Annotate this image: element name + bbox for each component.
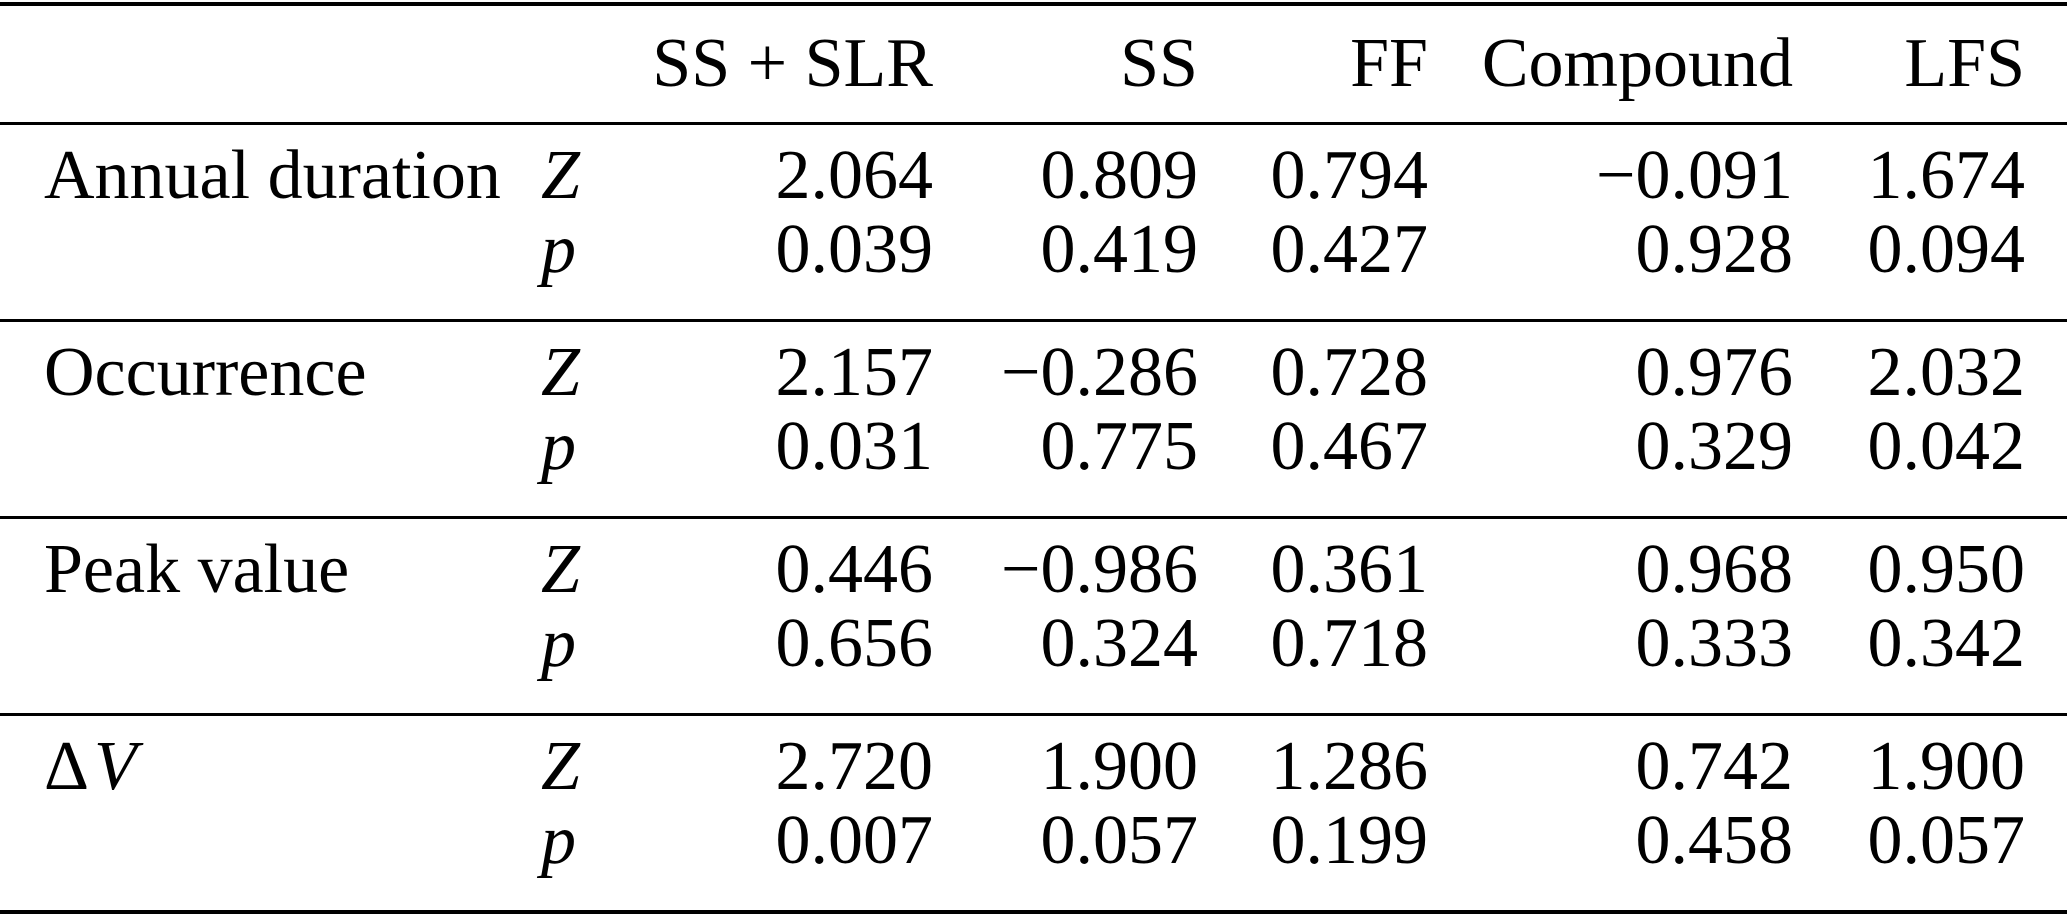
value-cell: 0.968 [1635,531,1794,608]
value-cell: 0.976 [1635,334,1794,411]
table-section: Annual duration Z 2.064 0.809 0.794 −0.091 1.6… [0,124,2067,321]
value-cell: 0.094 [1867,211,2026,288]
header-row: SS + SLR SS FF Compound LFS [0,4,2067,124]
value-cell: 0.057 [1867,802,2026,879]
value-cell: 0.794 [1270,137,1429,214]
value-cell: 0.342 [1867,605,2026,682]
stat-label: p [541,408,576,485]
table-section: Peak value Z 0.446 −0.986 0.361 0.968 0.950 p 0.… [0,517,2067,715]
value-cell: 0.007 [775,802,934,879]
row-label-text: Occurrence [44,334,367,411]
value-cell: 0.419 [1040,211,1199,288]
value-cell: 0.361 [1270,531,1429,608]
value-cell: 0.656 [775,605,934,682]
value-cell: 1.674 [1867,137,2026,214]
table-row: Occurrence Z 2.157 −0.286 0.728 0.976 2.032 [0,321,2067,411]
table-row: ΔV Z 2.720 1.900 1.286 0.742 1.900 [0,715,2067,805]
row-label [0,213,505,321]
column-header: SS + SLR [652,25,933,102]
value-cell: 0.775 [1040,408,1199,485]
value-cell: 0.809 [1040,137,1199,214]
value-cell: 1.286 [1270,728,1429,805]
value-cell: 0.928 [1635,211,1794,288]
stat-label: p [541,605,576,682]
value-cell: 0.031 [775,408,934,485]
table-section: Occurrence Z 2.157 −0.286 0.728 0.976 2.032 p 0.… [0,320,2067,518]
row-label-variable: V [94,728,137,805]
table-row: Annual duration Z 2.064 0.809 0.794 −0.091 1.6… [0,124,2067,214]
value-cell: 0.324 [1040,605,1199,682]
value-cell: 0.467 [1270,408,1429,485]
value-cell: 0.950 [1867,531,2026,608]
value-cell: 0.057 [1040,802,1199,879]
row-label: Annual duration [0,124,505,214]
table-header: SS + SLR SS FF Compound LFS [0,4,2067,124]
row-label-text: Δ [44,728,90,805]
row-label [0,410,505,518]
row-label-text: Peak value [44,531,350,608]
value-cell: −0.091 [1596,137,1793,214]
table-section: ΔV Z 2.720 1.900 1.286 0.742 1.900 p 0.007 0.057 0… [0,714,2067,913]
column-header: LFS [1904,25,2025,102]
table-row: Peak value Z 0.446 −0.986 0.361 0.968 0.950 [0,518,2067,608]
value-cell: −0.286 [1001,334,1198,411]
value-cell: 0.718 [1270,605,1429,682]
column-header: SS [1120,25,1198,102]
stat-label: Z [541,531,580,608]
value-cell: 2.032 [1867,334,2026,411]
stat-label: Z [541,137,580,214]
row-label [0,607,505,715]
value-cell: 0.458 [1635,802,1794,879]
row-label: ΔV [0,715,505,805]
row-label [0,804,505,912]
value-cell: 0.199 [1270,802,1429,879]
value-cell: −0.986 [1001,531,1198,608]
table-row: p 0.031 0.775 0.467 0.329 0.042 [0,410,2067,518]
value-cell: 1.900 [1040,728,1199,805]
row-label: Peak value [0,518,505,608]
table-row: p 0.656 0.324 0.718 0.333 0.342 [0,607,2067,715]
value-cell: 2.720 [775,728,934,805]
stat-label: Z [541,334,580,411]
value-cell: 0.333 [1635,605,1794,682]
value-cell: 0.039 [775,211,934,288]
value-cell: 0.728 [1270,334,1429,411]
value-cell: 2.157 [775,334,934,411]
stat-label: Z [541,728,580,805]
value-cell: 0.446 [775,531,934,608]
value-cell: 0.329 [1635,408,1794,485]
row-label-text: Annual duration [44,137,501,214]
table-row: p 0.007 0.057 0.199 0.458 0.057 [0,804,2067,912]
value-cell: 0.742 [1635,728,1794,805]
value-cell: 0.427 [1270,211,1429,288]
value-cell: 2.064 [775,137,934,214]
column-header: Compound [1481,25,1793,102]
corner-cell-stat [505,4,640,124]
value-cell: 1.900 [1867,728,2026,805]
value-cell: 0.042 [1867,408,2026,485]
stat-label: p [541,211,576,288]
corner-cell-label [0,4,505,124]
table-row: p 0.039 0.419 0.427 0.928 0.094 [0,213,2067,321]
row-label: Occurrence [0,321,505,411]
stat-label: p [541,802,576,879]
column-header: FF [1350,25,1428,102]
